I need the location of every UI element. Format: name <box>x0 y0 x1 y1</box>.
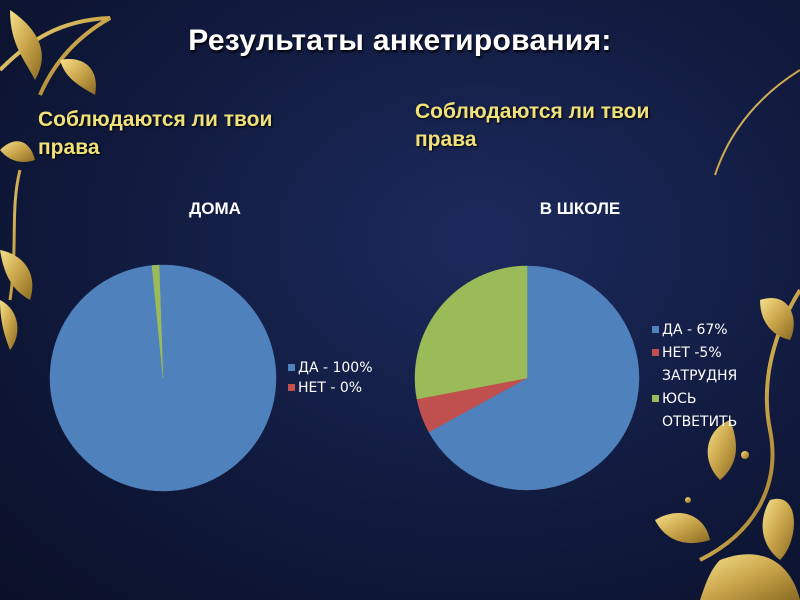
pie-slice-3 <box>151 264 164 379</box>
pie-chart-1: ДОМА ДА - 100% НЕТ - 0% <box>49 199 373 492</box>
legend-marker-1 <box>288 364 295 371</box>
subtitle-left-line-1: Соблюдаются ли твои <box>38 108 273 131</box>
legend-label: НЕТ -5% <box>662 345 722 361</box>
legend-marker-2 <box>288 384 295 391</box>
legend-label: ДА - 67% <box>662 322 728 338</box>
chart-title: В ШКОЛЕ <box>540 199 621 218</box>
subtitle-left-line-2: права <box>38 136 100 159</box>
legend-marker-3 <box>652 395 659 402</box>
slide-title: Результаты анкетирования: <box>188 24 612 57</box>
legend-label: ОТВЕТИТЬ <box>662 414 737 430</box>
pie-slice-3 <box>414 265 528 400</box>
subtitle-left: Соблюдаются ли твои права <box>38 106 358 162</box>
pie-slice-1 <box>428 265 640 491</box>
legend-marker-1 <box>652 326 659 333</box>
legend-label: ЮСЬ <box>662 391 697 407</box>
pie-slice-1 <box>49 264 277 492</box>
subtitle-right: Соблюдаются ли твои права <box>415 98 735 154</box>
legend-marker-2 <box>652 349 659 356</box>
legend-label: ЗАТРУДНЯ <box>662 368 737 384</box>
subtitle-right-line-2: права <box>415 128 477 151</box>
pie-chart-2: В ШКОЛЕ ДА - 67% НЕТ -5% ЗАТРУДНЯ ЮСЬ ОТВЕТИТ… <box>414 199 737 491</box>
legend-label: ДА - 100% <box>298 360 373 376</box>
subtitle-right-line-1: Соблюдаются ли твои <box>415 100 650 123</box>
chart-title: ДОМА <box>189 199 241 218</box>
legend-label: НЕТ - 0% <box>298 380 362 396</box>
